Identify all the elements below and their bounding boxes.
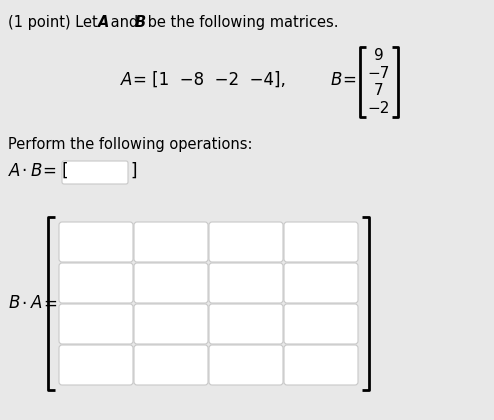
Text: and: and xyxy=(106,15,143,30)
Text: (1 point) Let: (1 point) Let xyxy=(8,15,102,30)
Text: −2: −2 xyxy=(368,101,390,116)
Text: = [1  −8  −2  −4],: = [1 −8 −2 −4], xyxy=(133,71,286,89)
Text: $\mathit{A}$: $\mathit{A}$ xyxy=(30,294,43,312)
Text: =: = xyxy=(342,71,356,89)
FancyBboxPatch shape xyxy=(209,345,283,385)
FancyBboxPatch shape xyxy=(59,345,133,385)
Text: A: A xyxy=(98,15,109,30)
FancyBboxPatch shape xyxy=(134,345,208,385)
Text: $\mathit{A}$: $\mathit{A}$ xyxy=(120,71,133,89)
FancyBboxPatch shape xyxy=(284,345,358,385)
FancyBboxPatch shape xyxy=(62,161,128,184)
Text: 9: 9 xyxy=(374,48,384,63)
Text: −7: −7 xyxy=(368,66,390,81)
Text: $\mathit{B}$: $\mathit{B}$ xyxy=(330,71,342,89)
Text: be the following matrices.: be the following matrices. xyxy=(143,15,338,30)
Text: =: = xyxy=(43,294,57,312)
FancyBboxPatch shape xyxy=(59,304,133,344)
FancyBboxPatch shape xyxy=(209,263,283,303)
Text: 7: 7 xyxy=(374,83,384,98)
Text: Perform the following operations:: Perform the following operations: xyxy=(8,137,252,152)
FancyBboxPatch shape xyxy=(209,304,283,344)
FancyBboxPatch shape xyxy=(134,263,208,303)
Text: $\mathit{B}$: $\mathit{B}$ xyxy=(8,294,20,312)
FancyBboxPatch shape xyxy=(284,263,358,303)
Text: ]: ] xyxy=(130,162,136,180)
FancyBboxPatch shape xyxy=(59,263,133,303)
FancyBboxPatch shape xyxy=(284,304,358,344)
FancyBboxPatch shape xyxy=(134,304,208,344)
Text: ·: · xyxy=(21,294,26,312)
Text: B: B xyxy=(135,15,146,30)
Text: $\mathit{A}$: $\mathit{A}$ xyxy=(8,162,21,180)
Text: ·: · xyxy=(21,162,26,180)
FancyBboxPatch shape xyxy=(134,222,208,262)
FancyBboxPatch shape xyxy=(59,222,133,262)
Text: = [: = [ xyxy=(43,162,69,180)
FancyBboxPatch shape xyxy=(284,222,358,262)
Text: $\mathit{B}$: $\mathit{B}$ xyxy=(30,162,42,180)
FancyBboxPatch shape xyxy=(209,222,283,262)
